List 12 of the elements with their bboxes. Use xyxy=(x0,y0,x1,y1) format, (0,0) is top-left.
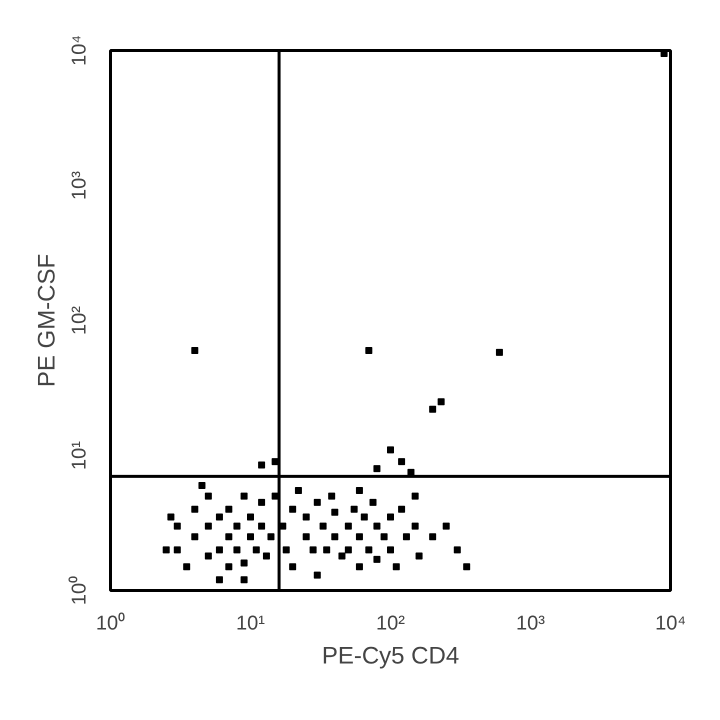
y-axis-title: PE GM-CSF xyxy=(34,254,60,388)
y-tick-label: 10¹ xyxy=(68,440,90,470)
y-tick-label: 10³ xyxy=(68,170,90,200)
y-tick-label: 10⁴ xyxy=(68,35,90,66)
x-tick-label: 10⁴ xyxy=(655,612,686,634)
y-tick-label: 10⁰ xyxy=(68,576,90,606)
x-tick-label: 10⁰ xyxy=(96,612,126,634)
x-tick-label: 10¹ xyxy=(236,612,266,634)
x-tick-label: 10³ xyxy=(516,612,546,634)
x-tick-label: 10² xyxy=(376,612,406,634)
x-axis-title: PE-Cy5 CD4 xyxy=(322,642,460,670)
y-tick-label: 10² xyxy=(68,306,90,335)
